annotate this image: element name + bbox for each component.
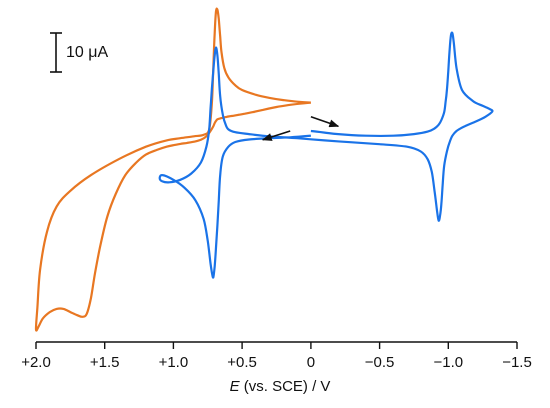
x-tick-label: −1.5 xyxy=(502,354,532,371)
scan-direction-arrow-1 xyxy=(311,117,338,127)
x-axis-title: E (vs. SCE) / V xyxy=(230,378,331,395)
current-scale-bar: 10 μA xyxy=(50,33,108,72)
cv-trace-2 xyxy=(160,33,493,278)
x-tick-label: 0 xyxy=(307,354,315,371)
scale-bar-label: 10 μA xyxy=(66,44,108,61)
x-tick-label: +2.0 xyxy=(21,354,51,371)
x-tick-label: +1.5 xyxy=(90,354,120,371)
x-tick-label: +1.0 xyxy=(159,354,189,371)
x-tick-label: +0.5 xyxy=(227,354,257,371)
x-axis-title-unit: (vs. SCE) / V xyxy=(240,378,331,395)
x-ticks: +2.0 +1.5 +1.0 +0.5 0 −0.5 −1.0 −1.5 xyxy=(21,342,532,371)
x-tick-label: −1.0 xyxy=(433,354,463,371)
x-axis: +2.0 +1.5 +1.0 +0.5 0 −0.5 −1.0 −1.5 xyxy=(21,342,532,371)
x-tick-label: −0.5 xyxy=(365,354,395,371)
